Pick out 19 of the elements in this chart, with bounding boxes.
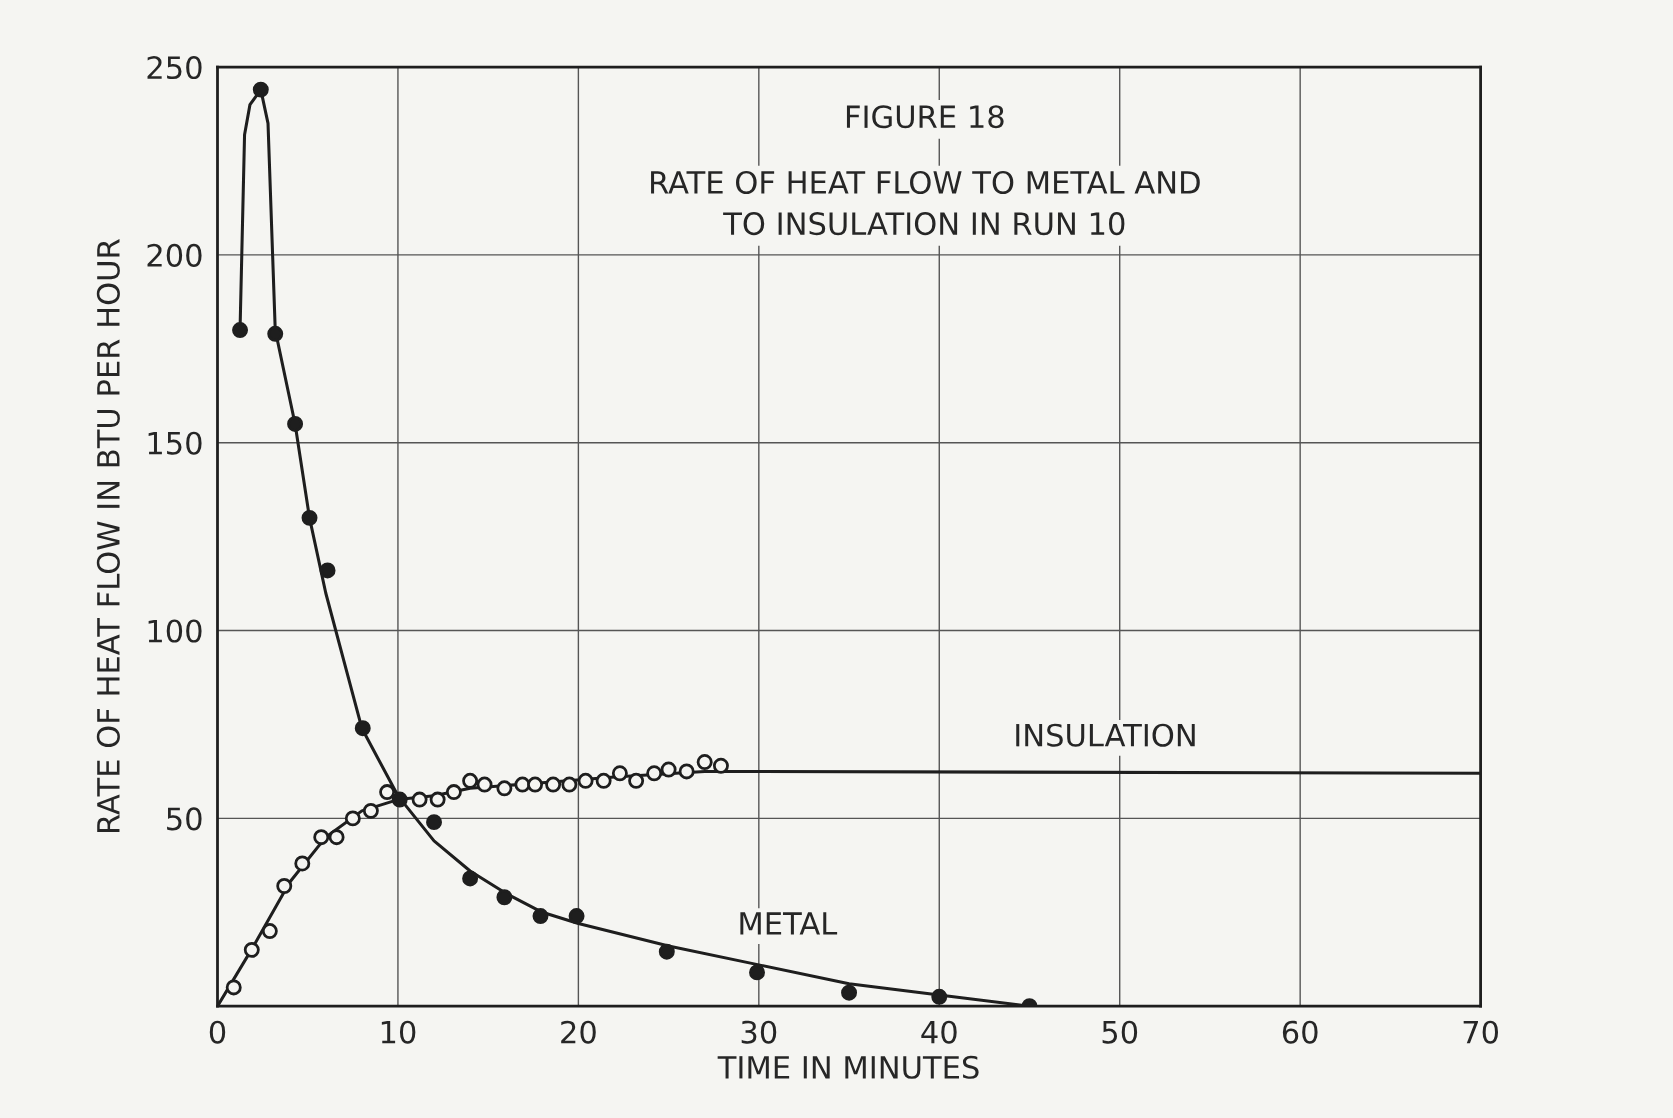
text: FIGURE 18 [846, 105, 1004, 129]
y-tick-label: 200 [147, 243, 202, 267]
x-tick-label: 30 [741, 1020, 777, 1044]
y-tick-label: 50 [167, 807, 202, 831]
series-label: INSULATION [1016, 723, 1195, 747]
y-tick-label: 150 [148, 431, 202, 455]
x-tick-label: 20 [561, 1020, 596, 1044]
x-tick-label: 0 [209, 1020, 226, 1044]
text: RATE OF HEAT FLOW TO METAL AND TO INSULATION IN RUN 10 [651, 170, 1200, 236]
y-tick-label: 100 [148, 619, 202, 643]
y-axis-title: RATE OF HEAT FLOW IN BTU PER HOUR [96, 239, 120, 833]
series-label: METAL [740, 912, 838, 935]
x-axis-title: TIME IN MINUTES [717, 1055, 979, 1079]
x-tick-label: 40 [921, 1020, 957, 1044]
x-tick-label: 70 [1463, 1020, 1499, 1044]
x-tick-label: 10 [381, 1020, 416, 1044]
x-tick-label: 60 [1282, 1020, 1318, 1044]
x-tick-label: 50 [1102, 1020, 1138, 1044]
y-tick-label: 250 [147, 56, 202, 80]
